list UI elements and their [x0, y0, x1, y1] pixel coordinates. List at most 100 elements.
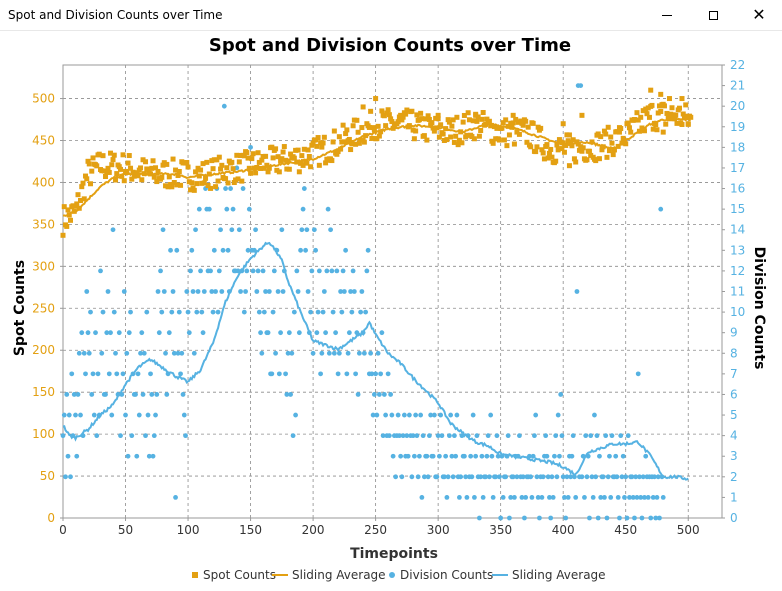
spot-count-point — [116, 164, 122, 170]
right-tick-label: 2 — [730, 470, 738, 484]
division-count-point — [69, 371, 75, 377]
spot-count-point — [480, 109, 486, 115]
legend-spot-counts-icon — [192, 572, 198, 578]
division-count-point — [156, 330, 162, 336]
spot-count-point — [553, 158, 559, 164]
spot-count-point — [350, 123, 356, 129]
division-count-point — [549, 474, 555, 480]
division-count-point — [245, 247, 251, 253]
spot-count-point — [354, 117, 360, 123]
spot-count-point — [100, 153, 106, 159]
division-count-point — [154, 392, 160, 397]
division-count-point — [565, 495, 571, 500]
spot-count-point — [603, 131, 609, 137]
spot-count-point — [373, 96, 379, 102]
spot-count-point — [103, 173, 109, 179]
division-count-point — [106, 371, 112, 377]
spot-count-point — [464, 132, 470, 138]
division-count-point — [642, 495, 647, 500]
division-count-point — [470, 412, 476, 418]
division-count-point — [116, 330, 122, 336]
spot-count-point — [446, 119, 452, 125]
spot-count-point — [385, 107, 391, 113]
spot-count-point — [644, 111, 650, 117]
left-tick-label: 400 — [32, 175, 55, 189]
division-count-point — [141, 350, 147, 356]
division-count-point — [171, 350, 177, 356]
division-count-point — [600, 474, 606, 480]
division-count-point — [589, 474, 595, 480]
division-count-point — [278, 330, 283, 336]
division-count-point — [634, 495, 640, 500]
spot-count-point — [435, 116, 441, 122]
spot-count-point — [634, 110, 640, 116]
division-count-point — [655, 474, 661, 480]
division-count-point — [602, 495, 607, 500]
spot-count-point — [356, 140, 362, 146]
spot-count-point — [661, 103, 667, 109]
division-count-point — [570, 433, 576, 439]
division-count-point — [419, 495, 425, 500]
spot-count-point — [155, 168, 161, 174]
division-count-point — [500, 495, 506, 500]
division-count-point — [276, 371, 282, 377]
division-count-point — [334, 268, 340, 274]
spot-count-point — [448, 134, 454, 140]
spot-count-point — [296, 169, 302, 175]
division-count-point — [315, 309, 321, 315]
division-count-point — [406, 412, 412, 418]
minimize-button[interactable] — [644, 0, 690, 30]
division-count-point — [379, 330, 385, 336]
division-count-point — [225, 247, 231, 253]
maximize-button[interactable] — [690, 0, 736, 30]
division-count-point — [71, 392, 77, 397]
spot-count-point — [99, 168, 105, 174]
division-count-point — [133, 392, 138, 397]
spot-count-point — [223, 176, 229, 182]
division-count-point — [645, 495, 651, 500]
division-count-point — [218, 227, 223, 233]
spot-count-point — [113, 177, 119, 183]
x-tick-label: 350 — [489, 523, 512, 537]
close-button[interactable]: ✕ — [736, 0, 782, 30]
division-count-point — [469, 474, 475, 480]
spot-count-point — [673, 112, 679, 118]
spot-count-point — [540, 150, 546, 156]
spot-count-point — [299, 153, 305, 159]
division-count-point — [114, 371, 120, 377]
division-count-point — [493, 474, 499, 480]
minimize-icon — [662, 14, 672, 16]
division-count-point — [175, 350, 181, 356]
division-count-point — [472, 495, 477, 500]
spot-count-point — [191, 187, 197, 193]
division-count-point — [260, 268, 266, 274]
spot-count-point — [611, 147, 617, 153]
division-count-point — [595, 515, 601, 521]
division-count-point — [479, 453, 485, 459]
spot-count-point — [391, 124, 397, 130]
right-tick-label: 20 — [730, 99, 745, 113]
division-count-point — [293, 412, 298, 418]
right-tick-label: 0 — [730, 511, 738, 525]
spot-count-point — [595, 131, 601, 137]
division-count-point — [98, 268, 103, 274]
spot-count-point — [516, 131, 522, 137]
spot-count-point — [246, 165, 252, 171]
spot-counts-points — [60, 87, 694, 238]
spot-count-point — [423, 116, 429, 122]
division-count-point — [151, 433, 157, 439]
spot-count-point — [459, 140, 465, 146]
spot-count-point — [239, 178, 245, 184]
division-count-point — [505, 433, 511, 439]
division-count-point — [569, 453, 575, 459]
division-count-point — [339, 309, 345, 315]
division-count-point — [188, 268, 193, 274]
division-count-point — [135, 371, 141, 377]
division-count-point — [614, 474, 620, 480]
spot-count-point — [86, 161, 92, 167]
division-count-point — [194, 309, 200, 315]
division-count-point — [464, 495, 470, 500]
division-count-point — [365, 247, 371, 253]
division-count-point — [144, 309, 150, 315]
spot-count-point — [160, 162, 166, 168]
